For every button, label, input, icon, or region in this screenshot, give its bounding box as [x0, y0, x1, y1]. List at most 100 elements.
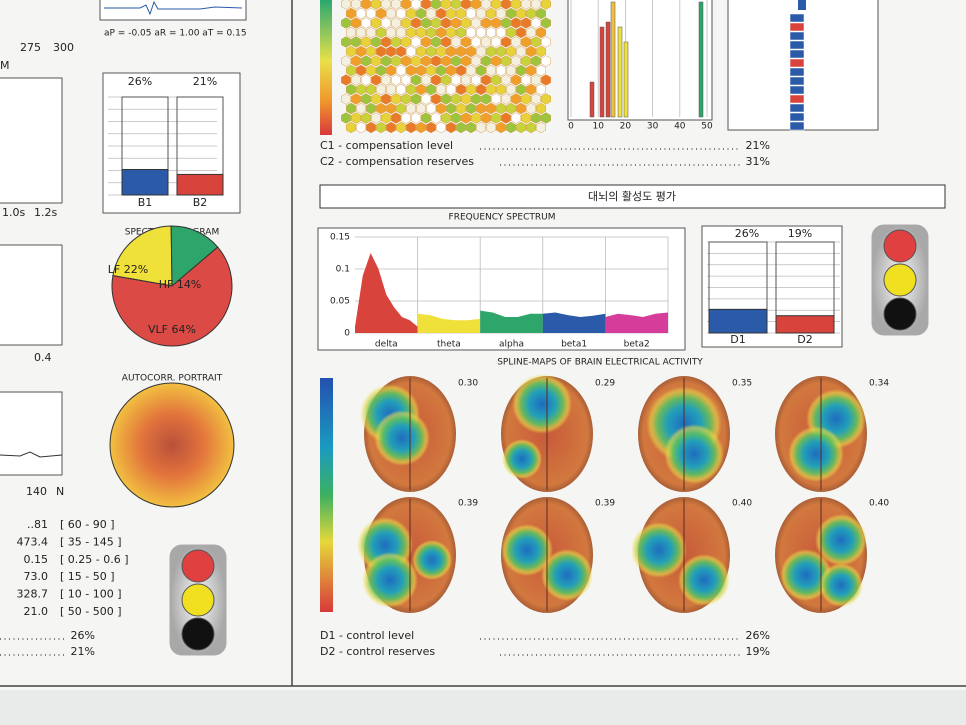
- bar-value: 21%: [193, 75, 217, 88]
- trace: [0, 451, 63, 458]
- hex-cell: [521, 74, 531, 86]
- hex-cell: [356, 7, 366, 20]
- bar: [708, 308, 768, 334]
- hex-cell: [411, 112, 421, 124]
- hex-cell: [531, 55, 541, 67]
- hex-cell: [401, 112, 411, 124]
- hex-cell: [461, 36, 471, 48]
- hex-cell: [376, 64, 386, 77]
- autocorr-portrait: [109, 382, 235, 508]
- line-label: D2 - control reserves: [320, 645, 435, 658]
- index-range: [ 50 - 500 ]: [60, 605, 122, 618]
- hex-cell: [396, 26, 406, 39]
- histogram-box: [567, 0, 713, 121]
- hex-cell: [376, 121, 386, 134]
- x-tick-label: 20: [620, 122, 632, 132]
- map-value: 0.35: [732, 379, 752, 389]
- hex-cell: [496, 83, 506, 96]
- hex-cell: [481, 0, 491, 10]
- hex-cell: [486, 45, 496, 58]
- hex-cell: [511, 55, 521, 67]
- x-tick-label: 40: [674, 122, 686, 132]
- hex-cell: [381, 74, 391, 86]
- hex-cell: [446, 83, 456, 96]
- hex-cell: [371, 17, 381, 29]
- hex-cell: [421, 112, 431, 124]
- hex-cell: [536, 45, 546, 58]
- hex-cell: [481, 93, 491, 105]
- activity-zone: [678, 554, 730, 606]
- hex-cell: [431, 36, 441, 48]
- hex-cell: [461, 0, 471, 10]
- hex-cell: [371, 36, 381, 48]
- histogram-bar: [589, 81, 595, 118]
- hex-cell: [416, 64, 426, 77]
- hex-cell: [521, 0, 531, 10]
- hex-cell: [436, 64, 446, 77]
- stack-cell: [789, 103, 805, 113]
- hex-cell: [351, 74, 361, 86]
- axis-label: 0.4: [34, 351, 52, 364]
- hex-cell: [536, 102, 546, 115]
- index-value: 328.7: [17, 588, 49, 601]
- hex-cell: [466, 83, 476, 96]
- activity-zone: [501, 524, 553, 576]
- axis-label: 1.0s: [2, 206, 25, 219]
- hex-cell: [506, 83, 516, 96]
- bar-value: 26%: [128, 75, 152, 88]
- hex-cell: [396, 102, 406, 115]
- hex-cell: [496, 26, 506, 39]
- activity-zone: [502, 439, 542, 479]
- hex-cell: [531, 93, 541, 105]
- hex-cell: [406, 102, 416, 115]
- hex-cell: [416, 121, 426, 134]
- hex-cell: [341, 36, 351, 48]
- index-value: 0.15: [24, 553, 49, 566]
- hex-cell: [476, 26, 486, 39]
- bar: [775, 315, 835, 334]
- hex-cell: [441, 93, 451, 105]
- hex-cell: [366, 83, 376, 96]
- pie-label: LF 22%: [108, 263, 148, 276]
- hex-cell: [381, 0, 391, 10]
- stack-cell: [789, 76, 805, 86]
- hex-cell: [356, 45, 366, 58]
- hex-cell: [401, 0, 411, 10]
- hex-cell: [351, 17, 361, 29]
- hex-map: [341, 0, 551, 134]
- hex-cell: [526, 121, 536, 134]
- pie-slice: [170, 225, 219, 288]
- hex-cell: [521, 55, 531, 67]
- hex-cell: [416, 102, 426, 115]
- histogram-bar: [623, 41, 629, 118]
- stack-column: [798, 0, 806, 10]
- hex-cell: [386, 26, 396, 39]
- hex-cell: [371, 0, 381, 10]
- spectrum-band: [605, 312, 668, 333]
- hex-cell: [426, 121, 436, 134]
- hex-cell: [411, 93, 421, 105]
- band-label: theta: [437, 340, 461, 350]
- axis-label: 140: [26, 485, 47, 498]
- hex-cell: [431, 0, 441, 10]
- histogram-bar: [599, 26, 605, 118]
- hex-cell: [516, 26, 526, 39]
- hex-cell: [376, 102, 386, 115]
- hex-cell: [396, 64, 406, 77]
- hex-cell: [511, 0, 521, 10]
- hex-cell: [491, 93, 501, 105]
- x-tick-label: 30: [647, 122, 659, 132]
- hex-cell: [471, 112, 481, 124]
- hex-cell: [486, 64, 496, 77]
- spline-title: SPLINE-MAPS OF BRAIN ELECTRICAL ACTIVITY: [497, 358, 703, 368]
- hex-cell: [456, 26, 466, 39]
- hex-cell: [491, 36, 501, 48]
- y-tick-label: 0.1: [336, 265, 350, 275]
- activity-zone: [362, 552, 418, 608]
- hex-cell: [396, 45, 406, 58]
- hex-cell: [476, 102, 486, 115]
- hex-cell: [456, 7, 466, 20]
- hex-cell: [486, 83, 496, 96]
- hex-cell: [391, 74, 401, 86]
